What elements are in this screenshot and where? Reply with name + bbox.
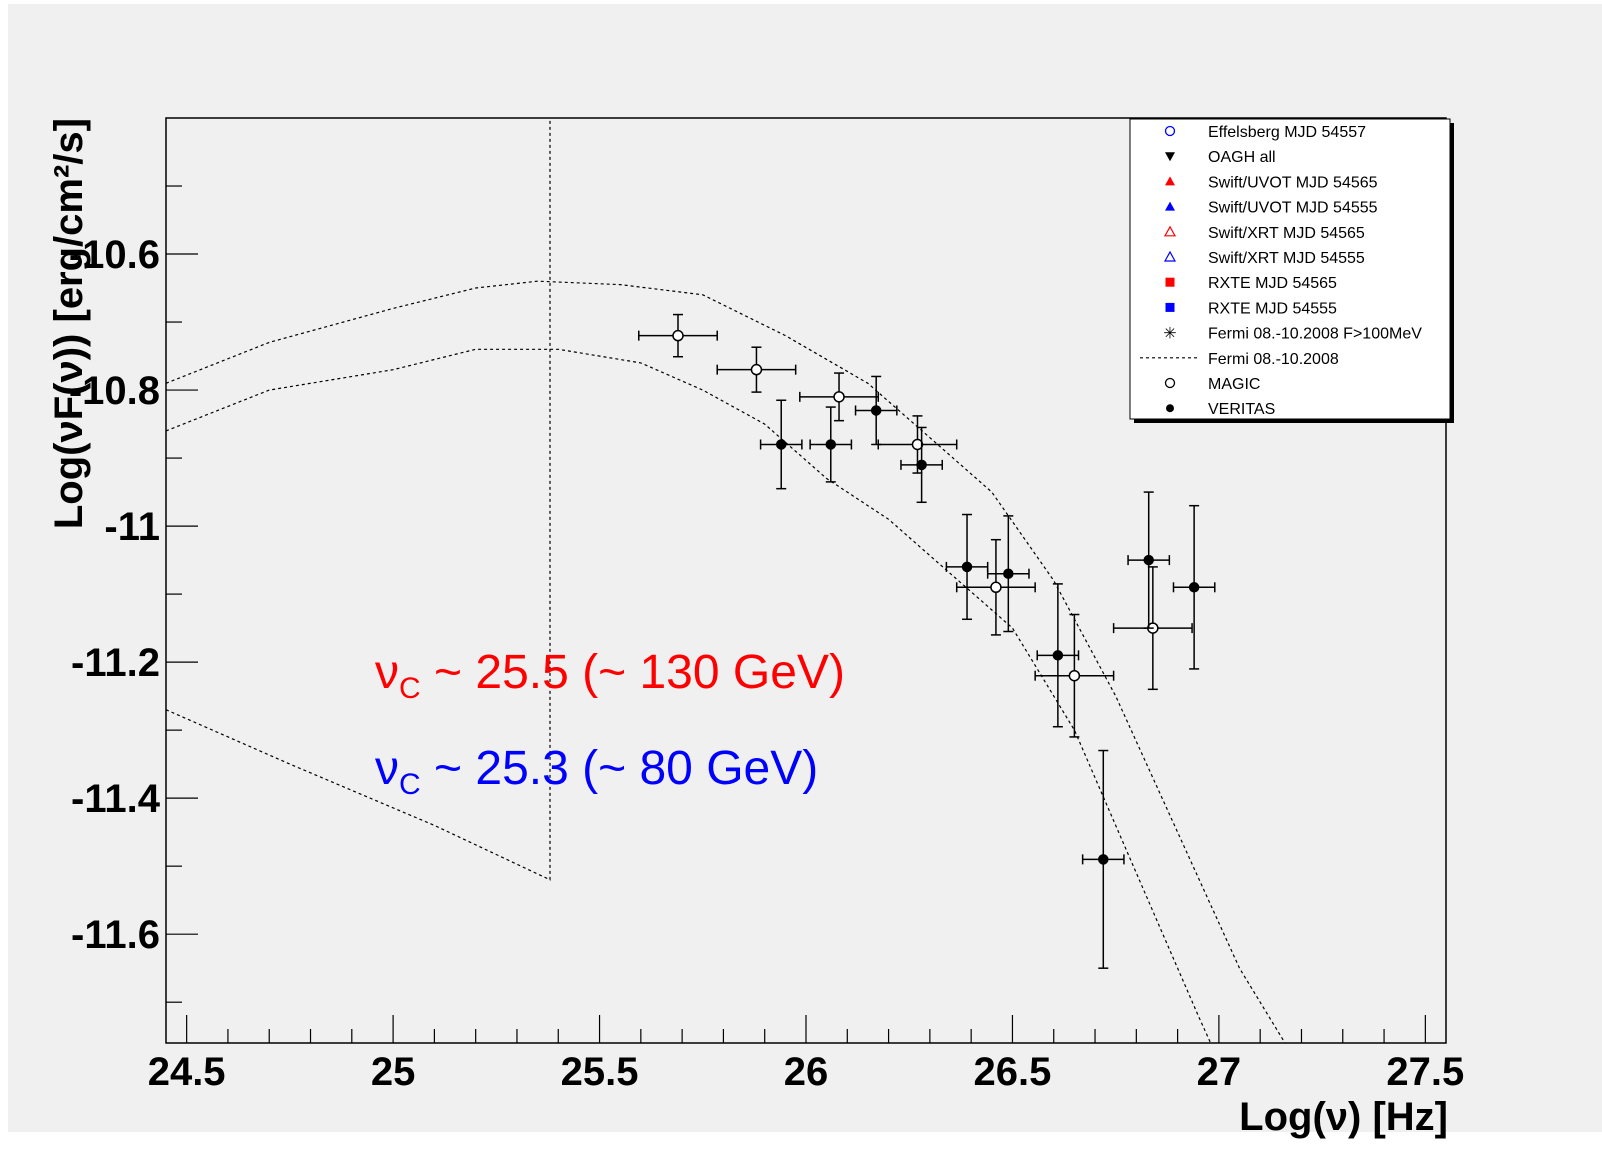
model-curves (165, 118, 1286, 1044)
veritas-point (1127, 491, 1171, 629)
legend-label: Swift/UVOT MJD 54565 (1208, 174, 1378, 191)
veritas-point (854, 375, 898, 446)
legend-marker-open-triangle (1163, 225, 1177, 237)
legend-item: OAGH all (1165, 149, 1276, 166)
x-axis-title: Log(ν) [Hz] (1239, 1095, 1448, 1139)
y-tick-label: -10.6 (69, 233, 160, 277)
legend-item: Swift/UVOT MJD 54565 (1165, 174, 1378, 191)
legend-item: ✳ Fermi 08.-10.2008 F>100MeV (1163, 324, 1422, 343)
magic-marker (833, 391, 845, 403)
y-tick-label: -11.2 (71, 641, 160, 685)
legend-label: Fermi 08.-10.2008 F>100MeV (1208, 326, 1422, 343)
x-tick-label: 27.5 (1386, 1050, 1464, 1094)
legend-label: MAGIC (1208, 376, 1260, 393)
veritas-point (759, 399, 803, 490)
magic-point (638, 313, 718, 358)
veritas-point (1081, 749, 1125, 969)
legend-marker-filled-circle (1166, 404, 1174, 413)
fermi-model-curve (165, 280, 1286, 1044)
y-tick-label: -11 (104, 505, 160, 549)
magic-point (716, 346, 797, 393)
legend-label: Swift/XRT MJD 54555 (1208, 250, 1365, 267)
veritas-point (900, 426, 944, 504)
y-tick-label: -11.6 (71, 913, 160, 957)
veritas-marker (1003, 568, 1014, 579)
veritas-point (986, 515, 1030, 633)
veritas-marker (916, 459, 927, 471)
nu-c-annotation: νC ~ 25.3 (~ 80 GeV) (375, 742, 818, 801)
legend-label: OAGH all (1208, 149, 1276, 166)
legend-item: MAGIC (1164, 376, 1260, 393)
x-tick-label: 24.5 (148, 1050, 226, 1094)
legend-item: RXTE MJD 54565 (1165, 275, 1337, 292)
legend-marker-triangle (1165, 201, 1175, 211)
legend: Effelsberg MJD 54557 OAGH all Swift/UVOT M… (1129, 118, 1454, 423)
legend-marker-square (1165, 277, 1175, 287)
legend-label: RXTE MJD 54555 (1208, 300, 1337, 317)
legend-label: RXTE MJD 54565 (1208, 275, 1337, 292)
veritas-point (1172, 504, 1216, 670)
veritas-marker (1098, 854, 1109, 865)
veritas-point (1036, 583, 1080, 728)
veritas-marker (1143, 554, 1154, 566)
legend-label: Effelsberg MJD 54557 (1208, 124, 1366, 141)
legend-marker-triangle (1165, 176, 1175, 186)
legend-item: Fermi 08.-10.2008 (1140, 351, 1339, 368)
legend-label: Swift/UVOT MJD 54555 (1208, 200, 1378, 217)
y-tick-label: -11.4 (71, 777, 161, 821)
veritas-point (809, 406, 853, 483)
x-tick-label: 26.5 (974, 1050, 1052, 1094)
y-tick-label: -10.8 (69, 369, 160, 413)
x-tick-label: 25.5 (561, 1050, 639, 1094)
legend-box (1129, 118, 1451, 420)
magic-marker (672, 329, 684, 342)
magic-marker (750, 363, 763, 376)
x-tick-label: 26 (784, 1050, 829, 1094)
legend-item: Effelsberg MJD 54557 (1164, 124, 1366, 141)
veritas-marker (870, 405, 882, 416)
legend-marker-open-circle (1164, 377, 1176, 389)
legend-marker-open-triangle (1163, 250, 1177, 262)
magic-marker (1068, 669, 1081, 682)
fermi-model-curve (165, 348, 1212, 1044)
veritas-marker (1188, 582, 1200, 593)
magic-marker (990, 581, 1002, 594)
y-axis-title: Log(νF(ν)) [erg/cm²/s] (47, 118, 91, 529)
veritas-marker (825, 439, 837, 450)
magic-point (1034, 613, 1115, 738)
veritas-marker (961, 561, 973, 573)
legend-label: Swift/XRT MJD 54565 (1208, 225, 1365, 242)
legend-marker-open-circle (1164, 125, 1176, 137)
x-tick-label: 27 (1197, 1050, 1242, 1094)
legend-item: Swift/UVOT MJD 54555 (1165, 200, 1378, 217)
legend-item: VERITAS (1166, 401, 1275, 418)
legend-item: RXTE MJD 54555 (1165, 300, 1337, 317)
legend-marker-down-triangle (1165, 152, 1175, 162)
annotations: νC ~ 25.5 (~ 130 GeV) νC ~ 25.3 (~ 80 GeV… (375, 646, 845, 801)
veritas-marker (1052, 650, 1064, 661)
magic-marker (911, 438, 924, 451)
axes: 24.5 25 25.5 26 26.5 27 27.5 -10.6 -10.8 -11 -11.2… (69, 185, 1464, 1094)
legend-item: Swift/XRT MJD 54555 (1163, 250, 1365, 267)
magic-point (799, 372, 880, 422)
legend-label: Fermi 08.-10.2008 (1208, 351, 1339, 368)
veritas-marker (775, 439, 787, 450)
legend-marker-star: ✳ (1163, 324, 1176, 343)
x-tick-label: 25 (371, 1050, 416, 1094)
legend-marker-square (1165, 302, 1175, 312)
nu-c-annotation: νC ~ 25.5 (~ 130 GeV) (375, 646, 845, 705)
fermi-model-curve (165, 118, 551, 881)
legend-item: Swift/XRT MJD 54565 (1163, 225, 1365, 242)
data-points (638, 313, 1216, 969)
legend-label: VERITAS (1208, 401, 1275, 418)
magic-point (955, 538, 1036, 636)
